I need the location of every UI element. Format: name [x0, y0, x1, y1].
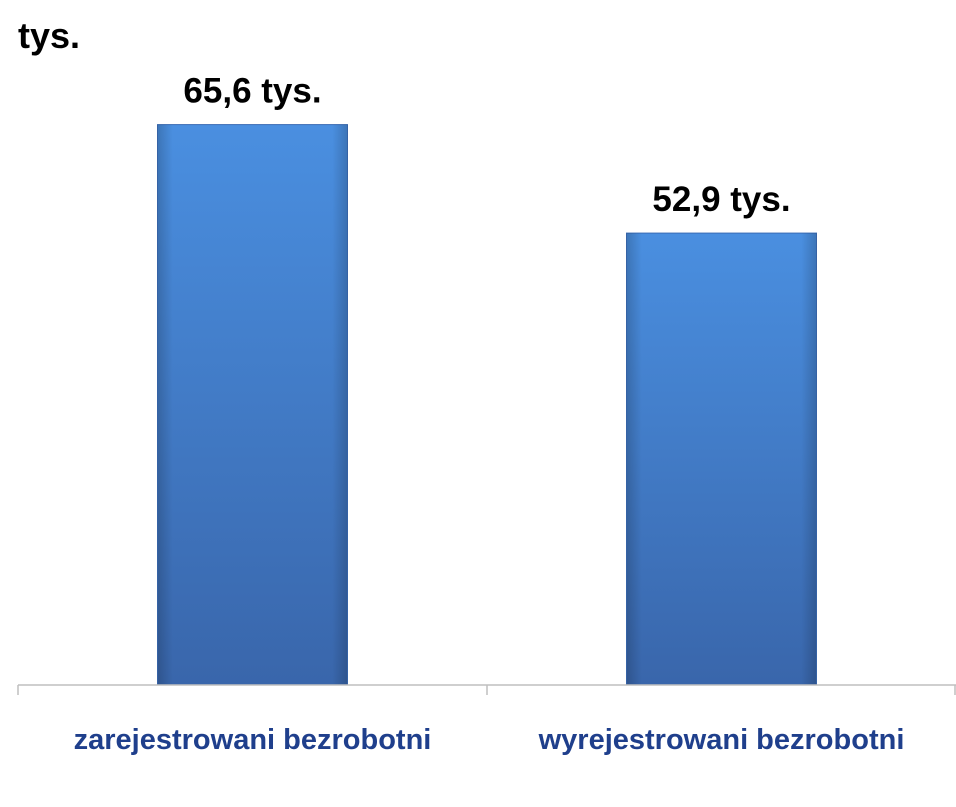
x-tick-label: zarejestrowani bezrobotni: [73, 724, 432, 756]
value-label: 52,9 tys.: [652, 180, 790, 219]
value-label: 65,6 tys.: [183, 72, 321, 111]
bar-shade: [157, 124, 348, 686]
bar-shade: [626, 233, 817, 685]
y-axis-label: tys.: [18, 15, 80, 56]
x-tick-label: wyrejestrowani bezrobotni: [538, 724, 905, 756]
